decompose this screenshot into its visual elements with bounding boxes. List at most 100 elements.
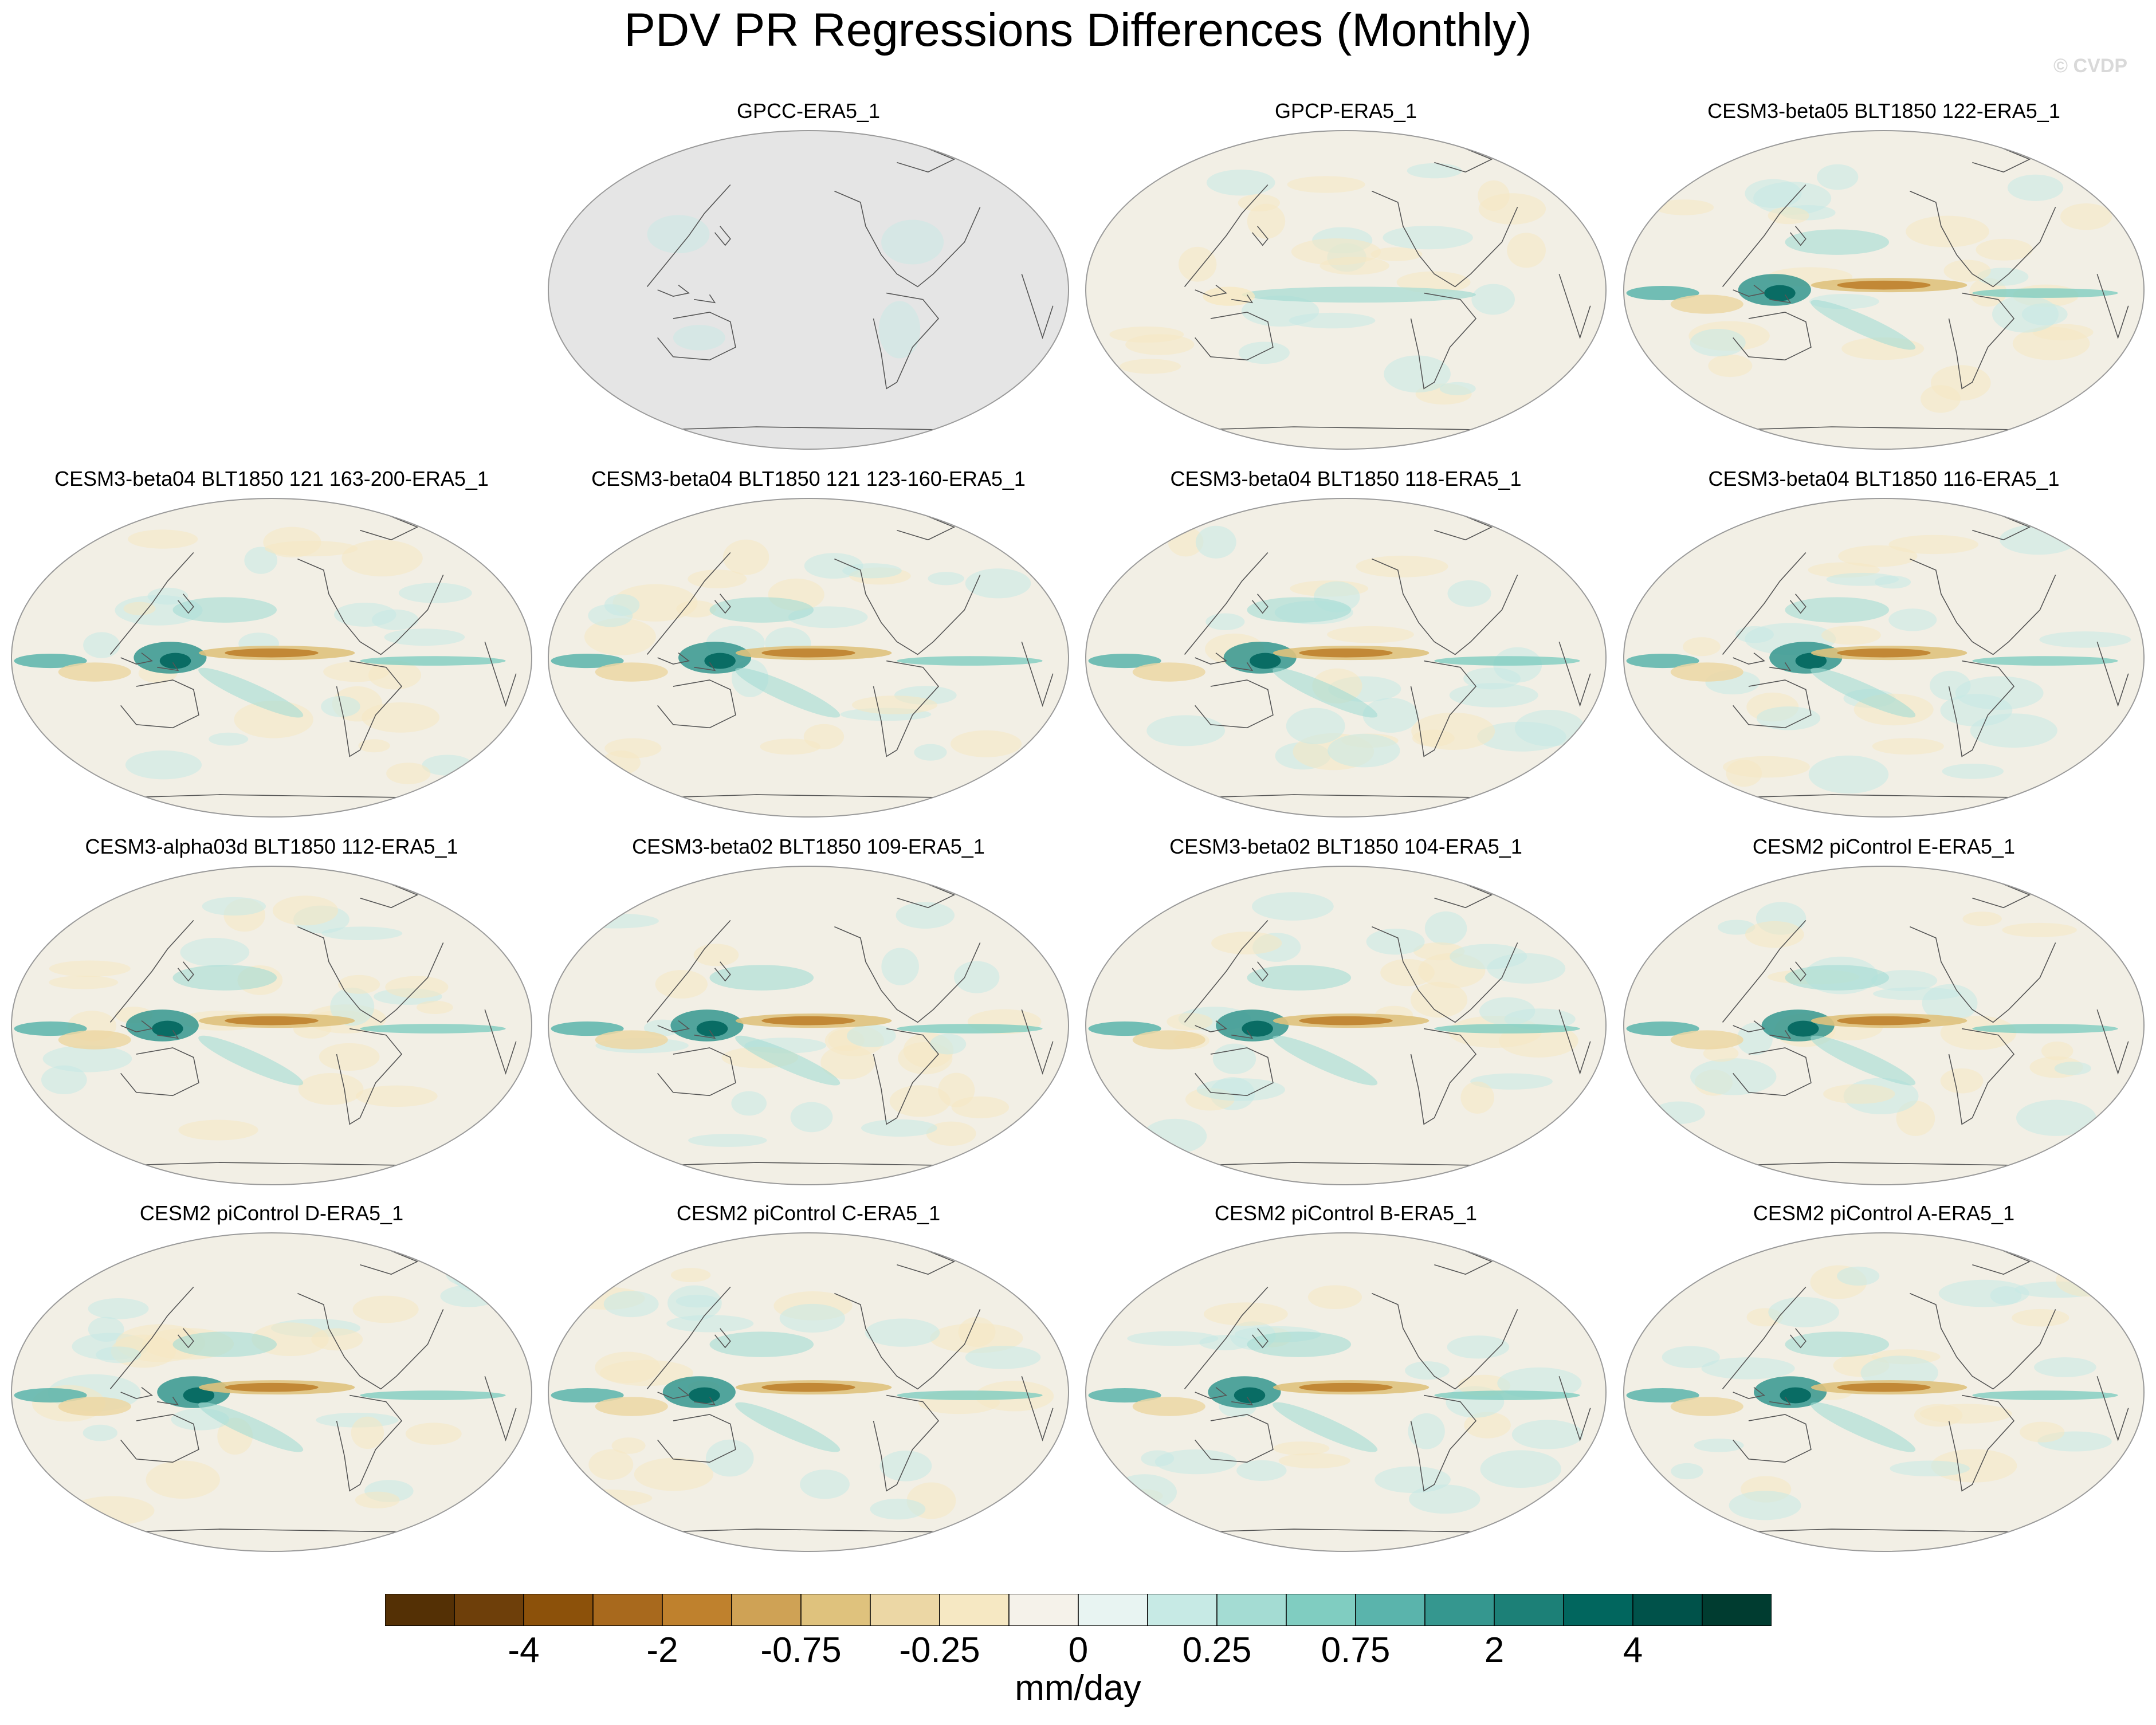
panel-title: CESM3-beta04 BLT1850 121 123-160-ERA5_1 [591,467,1026,490]
map-canvas [548,130,1069,450]
anomaly-field [14,1254,512,1526]
panel-title: CESM3-alpha03d BLT1850 112-ERA5_1 [85,835,458,858]
colorbar-units: mm/day [1015,1668,1141,1708]
panel-title: CESM2 piControl E-ERA5_1 [1752,835,2016,858]
map-outline [11,866,532,1185]
map-canvas [1623,1232,2145,1552]
map-canvas [11,1232,532,1552]
map-panel: CESM2 piControl D-ERA5_1 [10,1203,533,1553]
colorbar-swatch [1702,1594,1772,1626]
map-panel: CESM2 piControl B-ERA5_1 [1085,1203,1607,1553]
colorbar-swatch [385,1594,455,1626]
map-outline [548,1232,1069,1552]
anomaly-field [1626,524,2131,794]
coastlines [109,514,517,799]
coastlines [646,146,1054,431]
anomaly-field [551,539,1043,775]
colorbar-swatch [1008,1594,1079,1626]
colorbar-swatch [1078,1594,1148,1626]
map-background [548,131,1069,449]
colorbar-tick-label: -4 [508,1630,540,1670]
colorbar-tick-label: 0.25 [1182,1630,1252,1670]
map-canvas [1085,1232,1607,1552]
coastlines [1184,146,1591,431]
anomaly-field [1088,892,1580,1154]
coastlines [646,514,1054,799]
coastlines [1722,882,2129,1166]
colorbar-tick-label: 0 [1068,1630,1089,1670]
colorbar-tick-label: 2 [1484,1630,1505,1670]
map-panel: CESM3-beta04 BLT1850 116-ERA5_1 [1623,469,2145,818]
watermark: © CVDP [2053,55,2127,77]
colorbar-swatch [1563,1594,1633,1626]
map-canvas [1623,866,2145,1185]
anomaly-field [1088,1285,1584,1514]
colorbar-tick-label: 0.75 [1321,1630,1391,1670]
panel-title: CESM3-beta04 BLT1850 121 163-200-ERA5_1 [54,467,489,490]
colorbar-swatch [1147,1594,1218,1626]
anomaly-field [1626,902,2118,1136]
map-canvas [1085,866,1607,1185]
colorbar-swatch [454,1594,524,1626]
map-outline [548,866,1069,1185]
colorbar-tick-label: -0.25 [899,1630,980,1670]
panel-title: CESM2 piControl C-ERA5_1 [676,1201,941,1225]
colorbar-swatch [1424,1594,1495,1626]
anomaly-field [14,526,506,784]
colorbar-swatch [1216,1594,1287,1626]
coastlines [646,882,1054,1166]
colorbar-swatch [870,1594,940,1626]
panel-title: CESM3-beta02 BLT1850 109-ERA5_1 [632,835,985,858]
panel-title: GPCC-ERA5_1 [736,99,881,123]
colorbar-swatch [800,1594,871,1626]
anomaly-field [14,895,506,1141]
map-outline [11,1232,532,1552]
panel-title: CESM2 piControl D-ERA5_1 [139,1201,404,1225]
anomaly-field [1088,525,1585,771]
map-canvas [548,498,1069,818]
coastlines [646,1248,1054,1533]
map-canvas [1623,130,2145,450]
map-outline [1085,866,1607,1185]
colorbar-swatch [1286,1594,1356,1626]
coastlines [1722,514,2129,799]
map-panel: CESM2 piControl A-ERA5_1 [1623,1203,2145,1553]
coastlines [1184,882,1591,1166]
map-outline [1623,130,2145,450]
map-canvas [548,866,1069,1185]
map-panel: GPCP-ERA5_1 [1085,101,1607,450]
map-outline [1623,498,2145,818]
map-panel: CESM3-beta02 BLT1850 104-ERA5_1 [1085,836,1607,1186]
panel-title: CESM3-beta05 BLT1850 122-ERA5_1 [1707,99,2060,123]
colorbar-swatch [523,1594,594,1626]
panel-title: CESM2 piControl B-ERA5_1 [1214,1201,1478,1225]
colorbar-swatch [939,1594,1010,1626]
panel-title: CESM3-beta04 BLT1850 116-ERA5_1 [1708,467,2060,490]
map-panel: GPCC-ERA5_1 [547,101,1070,450]
map-canvas [1085,498,1607,818]
coastlines [109,1248,517,1533]
map-outline [1623,866,2145,1185]
map-panel: CESM3-beta04 BLT1850 121 163-200-ERA5_1 [10,469,533,818]
map-panel: CESM2 piControl E-ERA5_1 [1623,836,2145,1186]
colorbar [385,1594,1772,1626]
map-panel: CESM3-alpha03d BLT1850 112-ERA5_1 [10,836,533,1186]
coastlines [1184,1248,1591,1533]
colorbar-tick-label: 4 [1623,1630,1643,1670]
coastlines [1722,146,2129,431]
map-outline [1085,130,1607,450]
map-panel: CESM2 piControl C-ERA5_1 [547,1203,1070,1553]
panel-title: GPCP-ERA5_1 [1274,99,1417,123]
colorbar-swatch [1355,1594,1425,1626]
colorbar-swatch [1494,1594,1564,1626]
map-panel: CESM3-beta04 BLT1850 121 123-160-ERA5_1 [547,469,1070,818]
coastlines [1722,1248,2129,1533]
coastlines [109,882,517,1166]
anomaly-field [647,215,944,359]
anomaly-field [551,902,1043,1147]
anomaly-field [1109,163,1546,405]
colorbar-swatch [662,1594,732,1626]
map-outline [1623,1232,2145,1552]
map-outline [548,498,1069,818]
coastlines [1184,514,1591,799]
